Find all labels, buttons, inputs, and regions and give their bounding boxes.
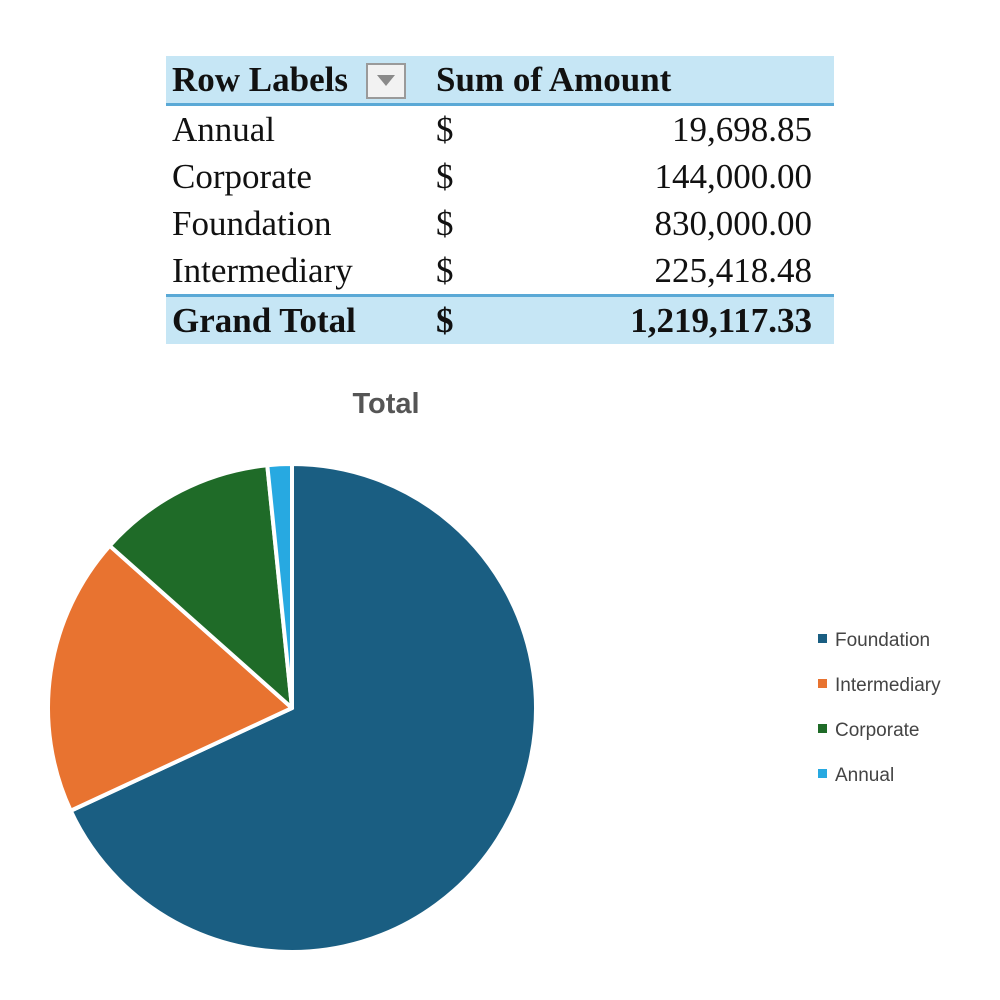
pie-slice-intermediary bbox=[46, 543, 294, 813]
row-amount: 144,000.00 bbox=[654, 157, 813, 196]
legend-item-intermediary: Intermediary bbox=[818, 673, 941, 718]
pie-slice-foundation bbox=[68, 462, 538, 954]
row-currency: $ bbox=[436, 251, 454, 290]
row-label: Corporate bbox=[172, 157, 312, 196]
legend-label: Intermediary bbox=[835, 675, 941, 696]
legend-item-annual: Annual bbox=[818, 763, 941, 808]
row-currency: $ bbox=[436, 157, 454, 196]
pivot-row: Annual $ 19,698.85 bbox=[166, 105, 834, 154]
legend-label: Corporate bbox=[835, 720, 920, 741]
row-currency: $ bbox=[436, 204, 454, 243]
grand-total-label: Grand Total bbox=[172, 301, 356, 340]
row-labels-header: Row Labels bbox=[166, 56, 436, 105]
row-amount: 830,000.00 bbox=[654, 204, 813, 243]
legend-item-corporate: Corporate bbox=[818, 718, 941, 763]
dropdown-arrow-icon bbox=[377, 74, 395, 86]
pie-slice-corporate bbox=[107, 463, 294, 710]
legend-swatch bbox=[818, 724, 827, 734]
legend-label: Foundation bbox=[835, 630, 931, 651]
legend-swatch bbox=[818, 634, 827, 644]
legend-swatch bbox=[818, 769, 827, 779]
chart-title: Total bbox=[352, 388, 420, 420]
row-label: Annual bbox=[172, 110, 276, 149]
legend-item-foundation: Foundation bbox=[818, 628, 941, 673]
row-amount: 19,698.85 bbox=[672, 110, 813, 149]
row-currency: $ bbox=[436, 110, 454, 149]
row-label: Foundation bbox=[172, 204, 332, 243]
legend-swatch bbox=[818, 679, 827, 689]
grand-total-amount: 1,219,117.33 bbox=[630, 301, 813, 340]
pivot-row: Foundation $ 830,000.00 bbox=[166, 200, 834, 247]
legend-label: Annual bbox=[835, 765, 895, 786]
row-label: Intermediary bbox=[172, 251, 353, 290]
grand-total-row: Grand Total $ 1,219,117.33 bbox=[166, 295, 835, 344]
chart-legend: Foundation Intermediary Corporate Annual bbox=[818, 628, 941, 808]
pivot-header-row: Row Labels Sum of Amount bbox=[166, 56, 835, 105]
pivot-row: Intermediary $ 225,418.48 bbox=[166, 247, 834, 296]
row-labels-filter-button[interactable] bbox=[366, 62, 406, 99]
value-header: Sum of Amount bbox=[436, 60, 672, 99]
pie-slice-annual bbox=[265, 462, 294, 710]
row-labels-header-text: Row Labels bbox=[172, 60, 348, 99]
pivot-table: Row Labels Sum of Amount Annual $ 19,698… bbox=[166, 56, 835, 344]
pivot-row: Corporate $ 144,000.00 bbox=[166, 153, 834, 200]
grand-total-currency: $ bbox=[436, 301, 454, 340]
pie-chart bbox=[46, 462, 538, 954]
row-amount: 225,418.48 bbox=[654, 251, 813, 290]
